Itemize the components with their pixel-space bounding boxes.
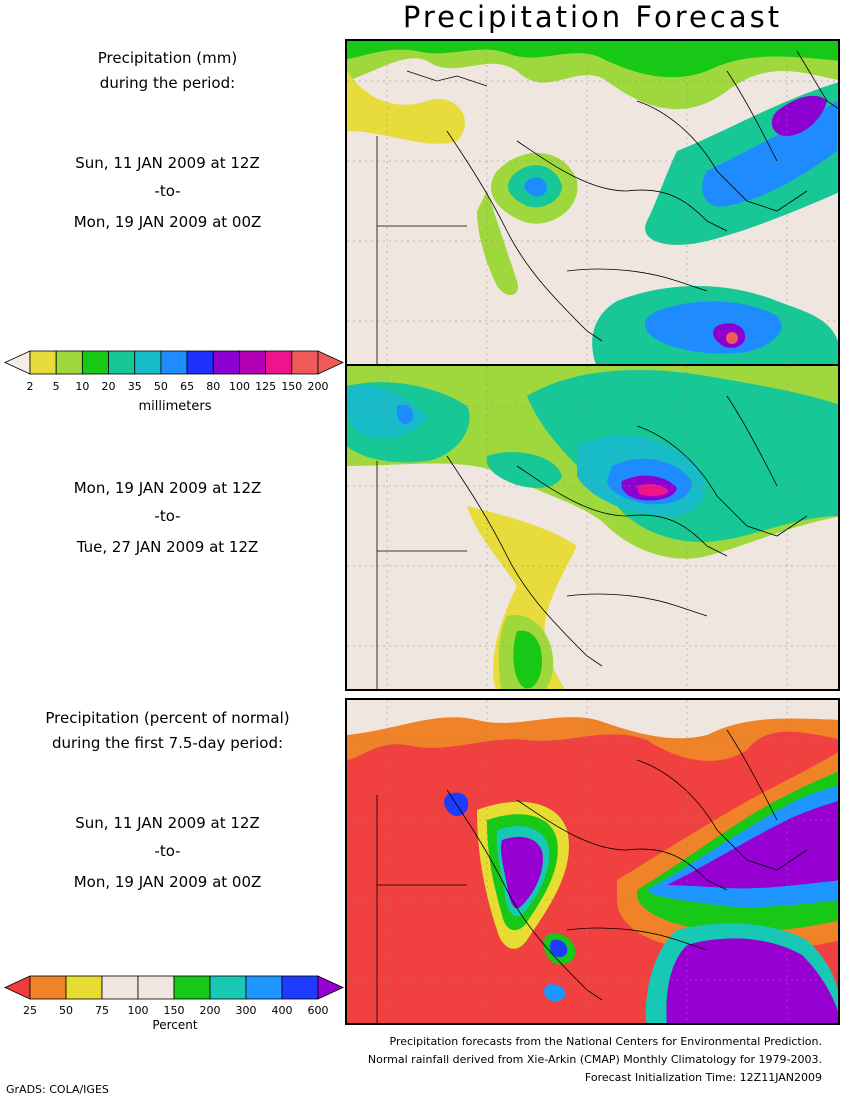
country-borders-3 — [376, 729, 808, 1023]
colorbar-box — [65, 975, 103, 1000]
colorbar-tick-label: 35 — [127, 380, 142, 393]
colorbar-box — [291, 350, 319, 375]
panel1-start-date: Sun, 11 JAN 2009 at 12Z — [75, 154, 260, 172]
colorbar-tick-label: 25 — [23, 1004, 37, 1017]
colorbar-tick-label: 125 — [255, 380, 277, 393]
colorbar-box — [134, 350, 162, 375]
colorbar-box — [186, 350, 214, 375]
precip-areas-week2 — [347, 366, 838, 689]
colorbar-tick-label: 150 — [281, 380, 303, 393]
percent-areas — [347, 700, 838, 1023]
colorbar-arrow-high — [317, 350, 344, 375]
panel1-end-date: Mon, 19 JAN 2009 at 00Z — [73, 213, 262, 231]
page-title: Precipitation Forecast — [402, 0, 783, 34]
colorbar-box — [245, 975, 283, 1000]
colorbar-tick-label: 50 — [59, 1004, 73, 1017]
colorbar-arrow-low — [4, 350, 31, 375]
panel1-separator: -to- — [154, 182, 181, 200]
colorbar-box — [55, 350, 83, 375]
panel3-end-date: Mon, 19 JAN 2009 at 00Z — [73, 873, 262, 891]
footer-line3: Forecast Initialization Time: 12Z11JAN20… — [584, 1071, 822, 1084]
colorbar-tick-label: 20 — [101, 380, 116, 393]
colorbar-tick-label: 100 — [127, 1004, 149, 1017]
panel1-heading-line1: Precipitation (mm) — [97, 49, 238, 67]
colorbar-tick-label: 200 — [199, 1004, 221, 1017]
colorbar-box — [160, 350, 188, 375]
panel3-heading-line1: Precipitation (percent of normal) — [45, 709, 290, 727]
country-borders — [376, 50, 838, 364]
colorbar-box — [173, 975, 211, 1000]
mm-colorbar — [4, 350, 344, 375]
mm-unit-label: millimeters — [138, 399, 212, 414]
footer-line1: Precipitation forecasts from the Nationa… — [389, 1035, 823, 1048]
colorbar-box — [265, 350, 293, 375]
map-panel-percent-normal — [345, 698, 840, 1025]
colorbar-tick-label: 2 — [26, 380, 34, 393]
map-panel-week1 — [345, 39, 840, 366]
panel2-start-date: Mon, 19 JAN 2009 at 12Z — [73, 479, 262, 497]
colorbar-tick-label: 400 — [271, 1004, 293, 1017]
panel1-heading-line2: during the period: — [99, 74, 236, 92]
footer-line2: Normal rainfall derived from Xie-Arkin (… — [367, 1053, 822, 1066]
colorbar-box — [239, 350, 267, 375]
colorbar-box — [29, 350, 57, 375]
panel2-end-date: Tue, 27 JAN 2009 at 12Z — [76, 538, 259, 556]
colorbar-box — [137, 975, 175, 1000]
panel3-heading-line2: during the first 7.5-day period: — [51, 734, 284, 752]
colorbar-box — [101, 975, 139, 1000]
colorbar-tick-label: 300 — [235, 1004, 257, 1017]
colorbar-box — [209, 975, 247, 1000]
country-borders-2 — [376, 395, 808, 689]
percent-colorbar — [4, 975, 344, 1000]
panel3-start-date: Sun, 11 JAN 2009 at 12Z — [75, 814, 260, 832]
colorbar-arrow-low — [4, 975, 31, 1000]
grads-credit: GrADS: COLA/IGES — [6, 1083, 109, 1096]
colorbar-tick-label: 100 — [228, 380, 250, 393]
colorbar-tick-label: 5 — [52, 380, 60, 393]
colorbar-box — [108, 350, 136, 375]
colorbar-box — [29, 975, 67, 1000]
grid-lines — [347, 41, 838, 364]
panel2-separator: -to- — [154, 507, 181, 525]
panel3-separator: -to- — [154, 842, 181, 860]
grid-lines-2 — [347, 366, 838, 689]
colorbar-tick-label: 200 — [307, 380, 329, 393]
colorbar-tick-label: 50 — [153, 380, 168, 393]
colorbar-tick-label: 600 — [307, 1004, 329, 1017]
map-panel-week2 — [345, 364, 840, 691]
colorbar-box — [81, 350, 109, 375]
percent-unit-label: Percent — [152, 1018, 198, 1032]
precip-areas-week1 — [347, 41, 838, 364]
grid-lines-3 — [347, 700, 838, 1023]
colorbar-box — [281, 975, 319, 1000]
colorbar-box — [212, 350, 240, 375]
colorbar-tick-label: 10 — [75, 380, 90, 393]
colorbar-tick-label: 75 — [95, 1004, 109, 1017]
colorbar-tick-label: 150 — [163, 1004, 185, 1017]
colorbar-tick-label: 65 — [180, 380, 195, 393]
colorbar-tick-label: 80 — [206, 380, 221, 393]
colorbar-arrow-high — [317, 975, 344, 1000]
